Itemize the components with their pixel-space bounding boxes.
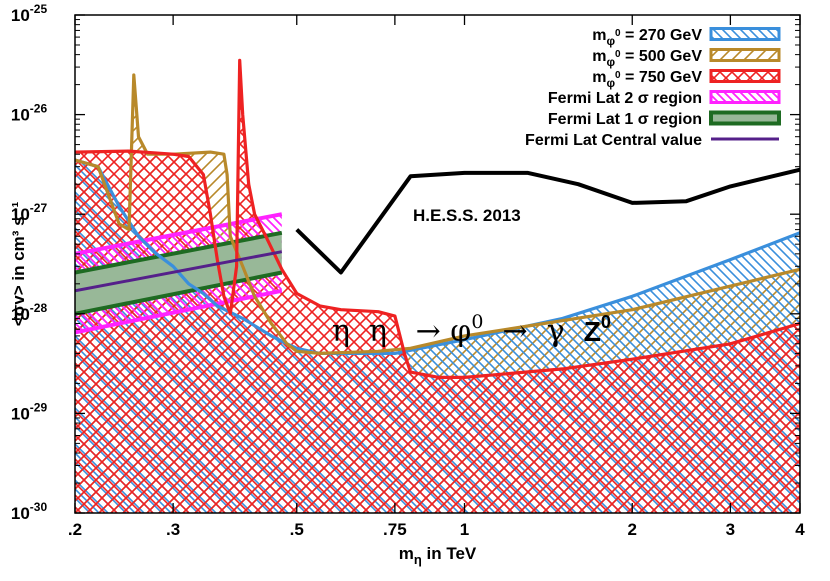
x-tick-label: 2 — [628, 520, 637, 539]
x-tick-label: .3 — [166, 520, 180, 539]
m-500-gev-line — [75, 73, 800, 355]
plot-frame — [74, 14, 801, 514]
x-tick-label: 3 — [726, 520, 735, 539]
m-750-gev-line — [75, 58, 800, 379]
legend-swatch — [709, 27, 781, 41]
y-tick-label: 10-30 — [11, 500, 48, 523]
fermi-lat-2-region-upper-edge — [75, 212, 283, 256]
h-e-s-s-2013-line — [295, 167, 800, 275]
legend-label: Fermi Lat 1 σ region — [548, 111, 702, 128]
legend-item-m-750-gev: mφ0 = 750 GeV — [592, 69, 781, 90]
legend-item-fermi-lat-2-region: Fermi Lat 2 σ region — [548, 90, 781, 107]
annotation-layer: H.E.S.S. 2013 η η → φ0 → γ Z0 — [332, 206, 611, 349]
ticks-layer — [74, 14, 801, 514]
legend-label: Fermi Lat Central value — [525, 132, 702, 149]
labels-layer: .2 .3 .5 .75 1 2 3 4 10-30 10-29 10-28 10-27 10-26 10… — [9, 2, 805, 567]
legend-label: mφ0 = 750 GeV — [592, 69, 702, 90]
hess-label: H.E.S.S. 2013 — [413, 206, 521, 225]
legend-item-m-500-gev: mφ0 = 500 GeV — [592, 48, 781, 69]
x-tick-label: 4 — [795, 520, 805, 539]
x-tick-label: .75 — [383, 520, 407, 539]
x-tick-label: .2 — [68, 520, 82, 539]
legend-item-m-270-gev: mφ0 = 270 GeV — [592, 27, 781, 48]
legend-swatch — [709, 69, 781, 83]
legend-swatch — [709, 110, 781, 126]
fermi-lat-2-region-lower-edge — [75, 288, 283, 335]
y-tick-label: 10-28 — [11, 301, 48, 324]
m-750-gev-region — [75, 60, 800, 513]
legend-item-fermi-lat-central-value: Fermi Lat Central value — [525, 132, 779, 149]
x-axis-label: mη in TeV — [399, 544, 477, 567]
legend-item-fermi-lat-1-region: Fermi Lat 1 σ region — [548, 110, 781, 128]
series-layer — [75, 58, 800, 379]
x-tick-label: .5 — [290, 520, 304, 539]
legend-swatch — [709, 48, 781, 62]
y-axis-label: <σv> in cm³ s⁻¹ — [9, 201, 28, 326]
process-label: η η → φ0 → γ Z0 — [332, 311, 611, 349]
legend-label: mφ0 = 270 GeV — [592, 27, 702, 48]
fermi-lat-central-value-line — [75, 250, 283, 293]
fermi-lat-1-region-upper-edge — [75, 230, 283, 275]
legend-label: mφ0 = 500 GeV — [592, 48, 702, 69]
x-tick-label: 1 — [460, 520, 469, 539]
y-tick-label: 10-25 — [11, 2, 48, 25]
y-tick-label: 10-27 — [11, 201, 48, 224]
legend-label: Fermi Lat 2 σ region — [548, 90, 702, 107]
legend-swatch — [709, 90, 781, 104]
y-tick-label: 10-26 — [11, 102, 48, 125]
bands-layer — [75, 60, 800, 513]
y-tick-label: 10-29 — [11, 400, 48, 423]
